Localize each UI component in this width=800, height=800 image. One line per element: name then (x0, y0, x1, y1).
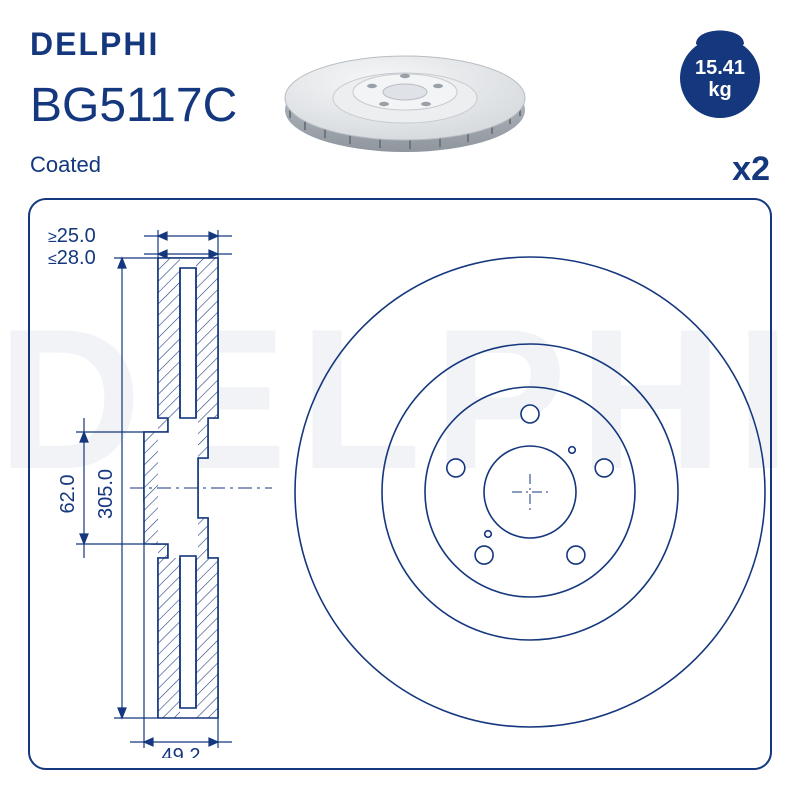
front-view-diagram (290, 232, 770, 752)
outer-diameter-circle (295, 257, 765, 727)
cross-section-diagram: ≥25.0 ≤28.0 62.0 305.0 49.2 (40, 218, 280, 758)
coating-label: Coated (30, 152, 101, 178)
brand-logo: DELPHI (30, 26, 159, 63)
dim-thickness-min: ≥25.0 (48, 225, 96, 247)
weight-value: 15.41 (695, 57, 745, 79)
center-bore-circle (484, 446, 576, 538)
pin-holes (485, 447, 576, 538)
part-number: BG5117C (30, 78, 237, 133)
dim-hub-height: 62.0 (57, 475, 79, 514)
step-circle (382, 344, 678, 640)
weight-unit: kg (708, 79, 731, 101)
dim-thickness-max: ≤28.0 (48, 247, 96, 269)
dim-hat-width: 49.2 (162, 745, 201, 758)
dim-outer-diameter: 305.0 (95, 469, 117, 519)
bolt-holes (447, 405, 613, 564)
product-render (270, 18, 540, 178)
quantity-label: x2 (732, 150, 770, 189)
weight-badge: 15.41 kg (666, 20, 774, 118)
